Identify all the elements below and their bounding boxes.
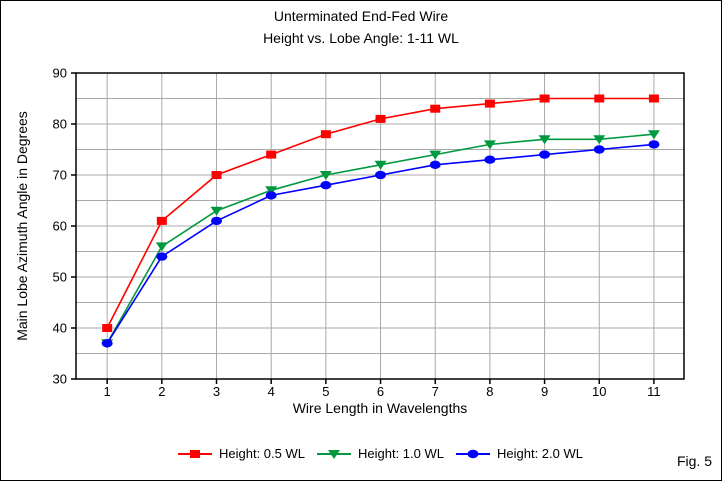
- legend-marker: [317, 449, 351, 459]
- y-tick-label: 90: [53, 66, 67, 81]
- square-marker: [156, 216, 167, 225]
- square-marker: [430, 104, 441, 113]
- figure-number: Fig. 5: [676, 453, 712, 469]
- triangle-down-marker: [319, 171, 332, 180]
- x-tick-label: 5: [322, 384, 329, 399]
- x-tick-label: 10: [592, 384, 606, 399]
- triangle-down-marker: [155, 242, 168, 252]
- circle-marker: [375, 170, 387, 180]
- legend-marker: [178, 449, 212, 458]
- circle-marker: [156, 252, 168, 261]
- triangle-down-marker: [374, 160, 387, 170]
- legend-label: Height: 0.5 WL: [219, 446, 305, 461]
- y-tick-label: 50: [53, 270, 67, 285]
- x-tick-label: 3: [213, 384, 220, 399]
- legend: Height: 0.5 WL Height: 1.0 WL Height: 2.0 …: [76, 446, 684, 461]
- legend-item: Height: 2.0 WL: [455, 446, 583, 461]
- legend-item: Height: 1.0 WL: [316, 446, 444, 461]
- legend-marker: [456, 449, 490, 458]
- x-tick-label: 7: [432, 384, 439, 399]
- circle-marker: [211, 216, 223, 226]
- square-marker: [102, 324, 113, 332]
- circle-marker: [593, 145, 605, 154]
- x-tick-label: 4: [268, 384, 275, 399]
- circle-marker: [320, 181, 332, 190]
- x-tick-label: 6: [377, 384, 384, 399]
- chart-plot-area: 30 40 50 60 70 80 90 1 2 3 4 5 6 7 8 9 10 11: [53, 66, 685, 399]
- circle-marker: [648, 140, 660, 149]
- square-marker: [648, 94, 659, 103]
- x-tick-label: 8: [486, 384, 493, 399]
- circle-marker: [101, 339, 113, 348]
- legend-item: Height: 0.5 WL: [177, 446, 305, 461]
- x-tick-label: 11: [647, 384, 661, 399]
- square-marker: [211, 171, 222, 179]
- circle-marker: [265, 191, 277, 200]
- x-axis-label: Wire Length in Wavelengths: [292, 400, 468, 416]
- triangle-down-marker: [593, 135, 606, 145]
- triangle-down-marker: [265, 186, 278, 196]
- chart-title: Unterminated End-Fed Wire: [273, 8, 449, 24]
- triangle-down-marker: [210, 206, 223, 216]
- square-marker: [190, 449, 200, 458]
- y-tick-label: 60: [53, 219, 67, 234]
- circle-marker: [467, 449, 479, 458]
- square-marker: [375, 114, 386, 123]
- x-tick-label: 1: [104, 384, 111, 399]
- x-tick-label: 9: [541, 384, 548, 399]
- square-marker: [266, 150, 277, 159]
- square-marker: [320, 130, 331, 139]
- circle-marker: [484, 155, 496, 164]
- y-tick-label: 40: [53, 321, 67, 336]
- x-tick-label: 2: [158, 384, 165, 399]
- triangle-down-marker: [429, 150, 442, 160]
- square-marker: [484, 99, 495, 108]
- triangle-down-marker: [538, 135, 551, 145]
- legend-label: Height: 2.0 WL: [497, 446, 583, 461]
- square-marker: [594, 94, 605, 103]
- triangle-down-marker: [647, 130, 660, 140]
- circle-marker: [539, 150, 551, 159]
- y-tick-label: 30: [53, 372, 67, 387]
- legend-label: Height: 1.0 WL: [358, 446, 444, 461]
- y-tick-label: 70: [53, 168, 67, 183]
- chart-subtitle: Height vs. Lobe Angle: 1-11 WL: [263, 30, 459, 46]
- triangle-down-marker: [483, 140, 496, 150]
- circle-marker: [429, 160, 441, 169]
- square-marker: [539, 94, 550, 103]
- triangle-down-marker: [328, 449, 340, 459]
- y-tick-label: 80: [53, 117, 67, 132]
